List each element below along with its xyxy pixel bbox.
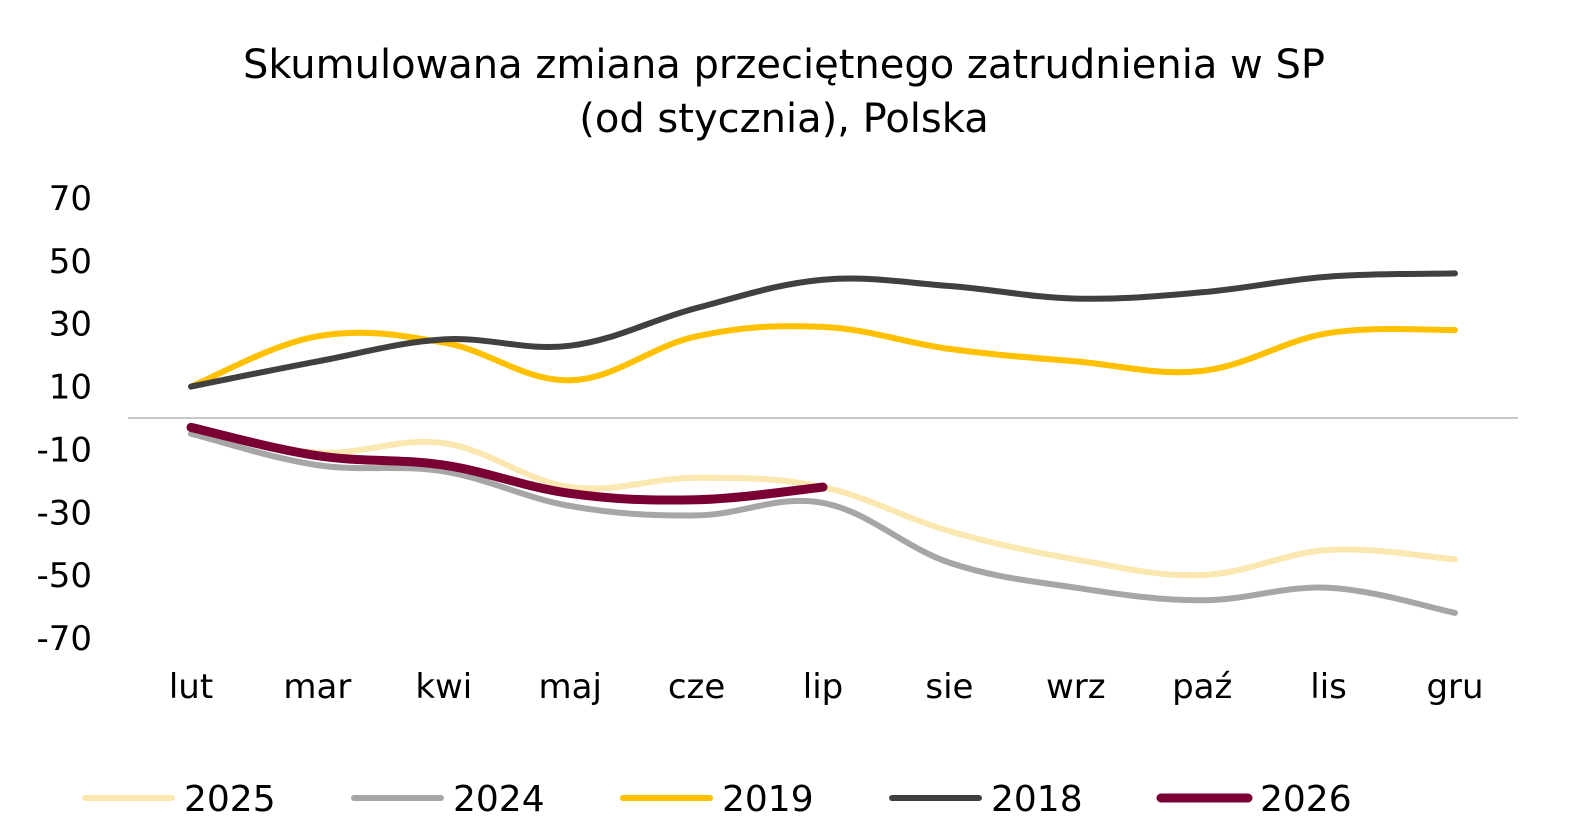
series-2024-line: [188, 430, 1458, 616]
y-tick-label: -30: [36, 493, 92, 533]
series-2018-line: [188, 270, 1458, 390]
legend-label: 2019: [722, 779, 814, 820]
x-tick-label: lut: [169, 667, 213, 707]
legend-item-2025: 2025: [82, 779, 276, 820]
series-2019-line: [188, 323, 1458, 390]
y-tick-label: -10: [36, 430, 92, 470]
x-tick-label: wrz: [1046, 667, 1106, 707]
legend-label: 2026: [1260, 779, 1352, 820]
legend-item-2019: 2019: [620, 779, 814, 820]
series-group: [186, 270, 1458, 616]
legend-label: 2025: [184, 779, 276, 820]
x-tick-label: gru: [1426, 667, 1483, 707]
y-tick-label: -50: [36, 556, 92, 596]
legend-label: 2024: [453, 779, 545, 820]
x-tick-label: lis: [1310, 667, 1347, 707]
legend-item-2024: 2024: [351, 779, 545, 820]
chart-title: Skumulowana zmiana przeciętnego zatrudni…: [243, 42, 1325, 142]
legend-label: 2018: [991, 779, 1083, 820]
y-axis: 70 50 30 10 -10 -30 -50 -70: [36, 179, 92, 659]
chart-title-line-1: Skumulowana zmiana przeciętnego zatrudni…: [243, 42, 1325, 88]
x-tick-label: cze: [668, 667, 725, 707]
x-tick-label: maj: [538, 667, 601, 707]
y-tick-label: -70: [36, 619, 92, 659]
x-axis: lut mar kwi maj cze lip sie wrz paź lis gru: [169, 667, 1484, 707]
legend: 2025 2024 2019 2018 2026: [82, 779, 1352, 820]
x-tick-label: mar: [283, 667, 351, 707]
series-2026-line: [186, 422, 828, 505]
y-tick-label: 30: [49, 305, 92, 345]
y-tick-label: 50: [49, 242, 92, 282]
chart-title-line-2: (od stycznia), Polska: [579, 96, 988, 142]
legend-item-2026: 2026: [1156, 779, 1352, 820]
x-tick-label: sie: [925, 667, 973, 707]
legend-item-2018: 2018: [889, 779, 1083, 820]
x-tick-label: paź: [1172, 667, 1232, 707]
x-tick-label: kwi: [415, 667, 472, 707]
x-tick-label: lip: [803, 667, 843, 707]
y-tick-label: 70: [49, 179, 92, 219]
y-tick-label: 10: [49, 368, 92, 408]
